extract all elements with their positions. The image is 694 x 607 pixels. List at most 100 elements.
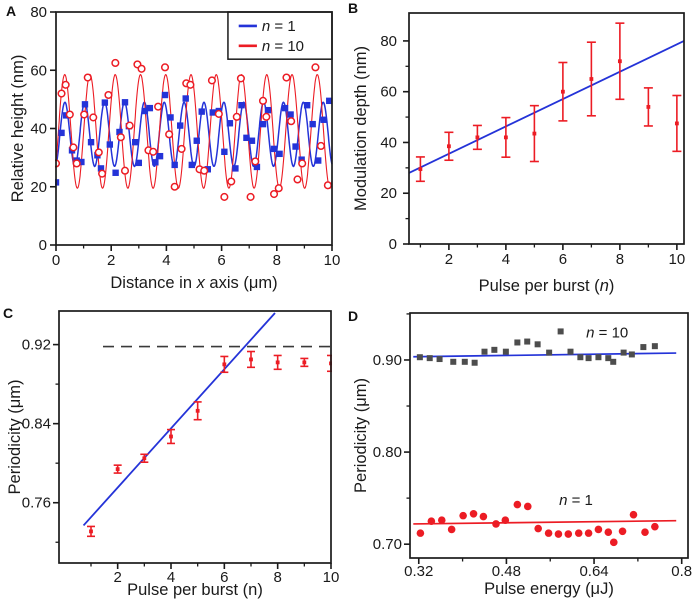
x-tick-label: 0 bbox=[52, 252, 60, 269]
data-point-square bbox=[546, 349, 553, 356]
data-point-square bbox=[646, 105, 651, 109]
data-point-square bbox=[132, 138, 139, 146]
data-point-open-circle bbox=[125, 121, 134, 130]
data-point-open-circle bbox=[269, 189, 279, 199]
data-point-square bbox=[461, 358, 468, 365]
data-point-square bbox=[281, 104, 289, 112]
data-point-open-circle bbox=[316, 141, 326, 151]
y-tick-label: 80 bbox=[380, 32, 397, 49]
x-tick-label: 4 bbox=[167, 569, 175, 586]
data-point-square bbox=[116, 128, 123, 136]
data-point-square bbox=[209, 109, 216, 116]
data-point-square bbox=[226, 120, 234, 127]
x-tick-label: 2 bbox=[445, 251, 453, 268]
data-point-circle bbox=[574, 529, 583, 537]
x-tick-label: 8 bbox=[273, 569, 281, 586]
data-point-square bbox=[589, 77, 594, 81]
panel-b-chart-axes: 2 4 6 8 10 0 20 40 60 80 Pulse per burst (n) Modula… bbox=[352, 32, 685, 295]
data-point-circle bbox=[459, 511, 467, 520]
data-point-open-circle bbox=[61, 80, 70, 89]
panel-a-chart: 0 2 4 6 8 10 0 20 40 60 80 Distance in x axis (μm) R… bbox=[9, 4, 340, 293]
data-point-square bbox=[320, 116, 327, 123]
data-point-circle bbox=[564, 530, 573, 538]
data-point-square bbox=[674, 121, 679, 126]
y-axis-title: Periodicity (μm) bbox=[6, 380, 24, 495]
data-point-square bbox=[177, 122, 184, 129]
data-point-open-circle bbox=[323, 181, 332, 190]
data-point-open-circle bbox=[111, 58, 120, 68]
data-point-square bbox=[276, 150, 283, 158]
data-point-open-circle bbox=[262, 112, 271, 121]
data-point-square bbox=[303, 102, 311, 109]
data-point-square bbox=[418, 167, 423, 172]
y-tick-label: 0 bbox=[39, 237, 47, 254]
data-point-square bbox=[524, 338, 531, 345]
data-point-square bbox=[640, 344, 647, 351]
x-tick-label: 6 bbox=[559, 251, 567, 268]
data-point-square bbox=[534, 341, 541, 348]
y-axis-title: Modulation depth (nm) bbox=[352, 46, 370, 211]
data-point-square bbox=[446, 144, 451, 149]
data-point-open-circle bbox=[258, 96, 268, 105]
y-tick-label: 80 bbox=[30, 4, 47, 21]
y-tick-label: 0.76 bbox=[22, 494, 51, 511]
x-axis-title: Distance in x axis (μm) bbox=[110, 274, 277, 292]
data-point-square bbox=[112, 169, 119, 176]
data-point-square bbox=[416, 354, 423, 361]
data-point-open-circle bbox=[311, 63, 320, 72]
data-point-open-circle bbox=[287, 117, 296, 126]
data-point-square bbox=[560, 89, 565, 94]
n10-periodicity-points bbox=[416, 328, 658, 366]
data-point-open-circle bbox=[160, 63, 170, 72]
data-point-circle bbox=[534, 524, 542, 533]
data-point-square bbox=[605, 355, 612, 362]
data-point-open-circle bbox=[116, 133, 125, 142]
data-point-square bbox=[248, 137, 256, 144]
data-point-square bbox=[171, 161, 178, 169]
data-point-open-circle bbox=[236, 74, 245, 83]
legend-box bbox=[227, 11, 333, 60]
data-point-open-circle bbox=[246, 192, 255, 201]
panel-label-c: C bbox=[3, 305, 14, 321]
data-point-square bbox=[167, 114, 174, 121]
y-tick-label: 60 bbox=[380, 83, 397, 100]
panel-d-chart-axes: 0.32 0.48 0.64 0.8 0.70 0.80 0.90 Pulse energy … bbox=[352, 313, 692, 598]
data-point-circle bbox=[544, 529, 553, 537]
panel-b-chart-plot-area bbox=[408, 22, 685, 183]
data-point-square bbox=[115, 467, 120, 472]
data-point-square bbox=[221, 148, 228, 155]
data-point-square bbox=[315, 157, 322, 164]
data-point-square bbox=[188, 161, 195, 169]
data-point-square bbox=[135, 159, 142, 167]
x-axis-title: Pulse energy (μJ) bbox=[484, 580, 614, 598]
data-point-open-circle bbox=[89, 113, 98, 122]
y-tick-label: 40 bbox=[30, 120, 47, 137]
data-point-square bbox=[222, 362, 227, 367]
data-point-square bbox=[152, 159, 159, 166]
n10-height-points bbox=[55, 58, 332, 201]
data-point-circle bbox=[609, 538, 618, 547]
data-point-square bbox=[182, 95, 189, 102]
x-axis-title: Pulse per burst (n) bbox=[479, 277, 615, 295]
data-point-square bbox=[567, 348, 574, 355]
x-tick-label: 2 bbox=[113, 569, 121, 586]
data-point-open-circle bbox=[227, 177, 236, 186]
data-point-open-circle bbox=[220, 192, 229, 201]
data-point-circle bbox=[629, 510, 638, 519]
data-point-square bbox=[275, 360, 280, 365]
x-tick-label: 0.32 bbox=[404, 563, 433, 580]
data-point-open-circle bbox=[165, 130, 174, 139]
data-point-open-circle bbox=[274, 184, 283, 193]
panel-b-chart-frame bbox=[408, 12, 685, 245]
data-point-circle bbox=[651, 522, 659, 531]
y-tick-label: 0.70 bbox=[373, 536, 402, 553]
x-tick-label: 10 bbox=[324, 252, 341, 269]
data-point-open-circle bbox=[120, 166, 130, 175]
data-point-square bbox=[620, 349, 627, 356]
n10-fit-curve bbox=[55, 73, 333, 189]
data-point-open-circle bbox=[232, 112, 241, 121]
data-point-open-circle bbox=[72, 159, 81, 168]
data-point-square bbox=[58, 129, 65, 137]
data-point-square bbox=[481, 348, 488, 355]
